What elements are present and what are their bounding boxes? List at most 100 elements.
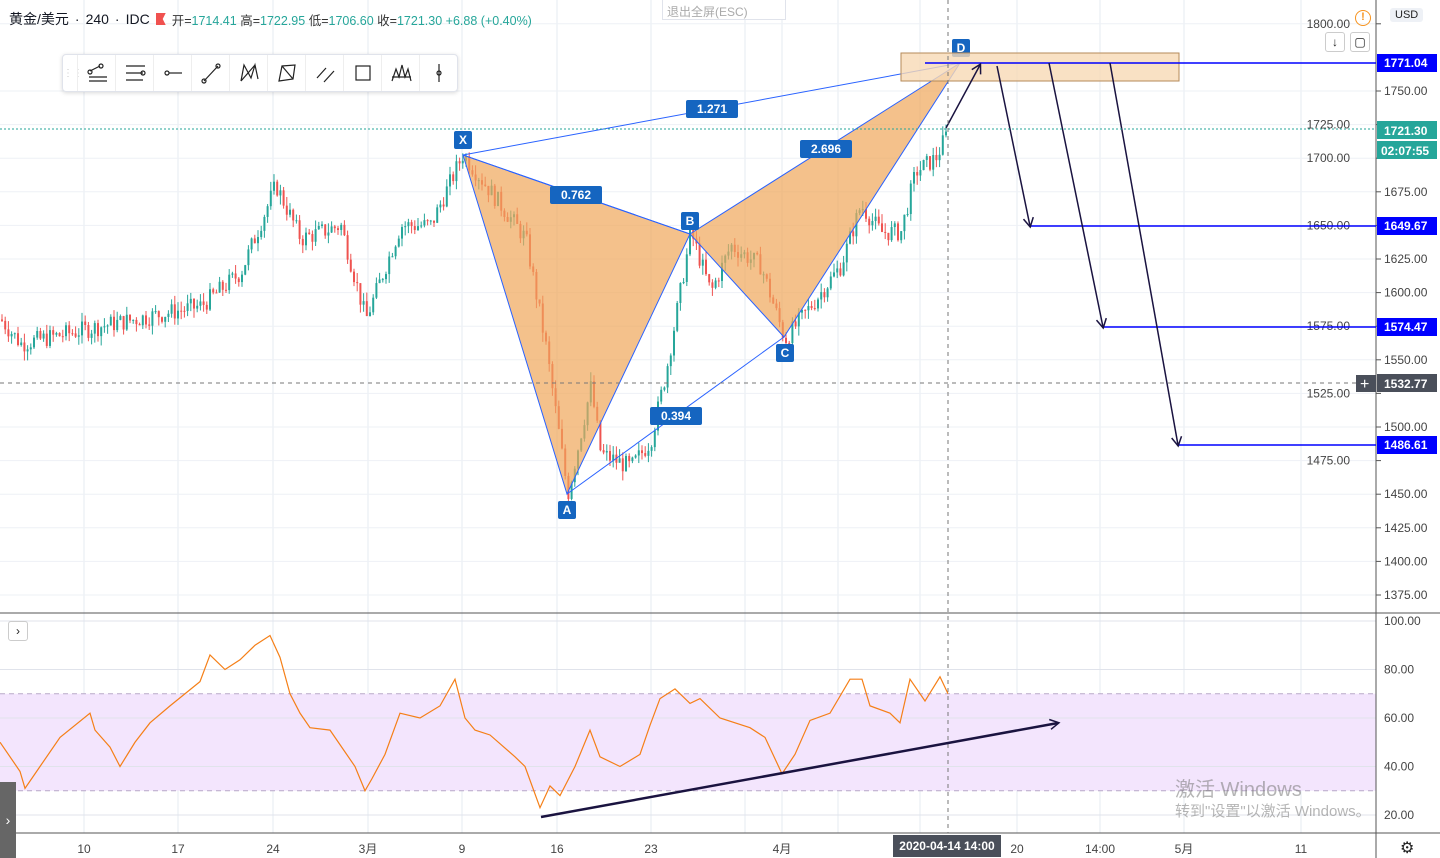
candle-body	[221, 281, 224, 290]
currency-badge[interactable]: USD	[1390, 8, 1424, 22]
symbol-name[interactable]: 黄金/美元	[9, 11, 69, 27]
candle-body	[231, 273, 234, 275]
fullscreen-icon[interactable]: ▢	[1350, 32, 1370, 52]
projection-arrow	[1048, 62, 1108, 330]
candle-body	[938, 154, 941, 161]
candle-body	[49, 330, 51, 346]
candle-body	[10, 333, 13, 337]
elliott-wave-icon[interactable]	[381, 55, 419, 91]
candle-body	[401, 227, 403, 239]
candle-body	[173, 304, 176, 319]
drag-handle-icon[interactable]: ⋮⋮	[63, 67, 83, 79]
rsi-band	[0, 693, 1376, 791]
exit-fullscreen-button[interactable]: 退出全屏(ESC)	[662, 0, 786, 20]
price-axis-label: 1425.00	[1384, 521, 1428, 535]
arrow-down-icon[interactable]: ↓	[1325, 32, 1345, 52]
interval: 240	[85, 11, 109, 27]
rsi-axis-label: 60.00	[1384, 711, 1414, 725]
candle-body	[388, 256, 391, 275]
candle-body	[644, 453, 647, 456]
time-axis-label: 17	[171, 842, 185, 856]
candle-body	[884, 231, 887, 233]
side-panel-toggle[interactable]: ›	[0, 782, 16, 858]
target-price-label: 1486.61	[1384, 438, 1428, 452]
drawing-toolbar: ⋮⋮	[62, 54, 458, 92]
watermark-title: 激活 Windows	[1175, 779, 1302, 801]
candle-body	[196, 305, 199, 309]
candle-body	[906, 214, 909, 216]
candle-body	[797, 312, 800, 327]
candle-body	[167, 313, 170, 317]
expand-indicator-button[interactable]: ›	[8, 621, 28, 641]
ratio-bd-bg	[800, 140, 852, 158]
candle-body	[148, 324, 151, 326]
rsi-axis-label: 40.00	[1384, 760, 1414, 774]
candle-body	[177, 310, 179, 319]
candle-body	[317, 226, 320, 230]
candle-body	[42, 333, 45, 339]
candle-body	[641, 450, 643, 454]
price-axis-label: 1575.00	[1307, 319, 1351, 333]
candle-body	[61, 336, 64, 338]
warning-icon[interactable]: !	[1355, 10, 1371, 26]
trend-line-icon[interactable]	[191, 55, 229, 91]
candle-body	[788, 342, 791, 344]
candle-body	[714, 280, 717, 288]
time-axis-label: 3月	[359, 842, 378, 856]
ratio-ac-bg	[650, 407, 702, 425]
symbol-legend: 黄金/美元 · 240 · IDC 开=1714.41 高=1722.95 低=17…	[9, 11, 532, 28]
candle-body	[215, 292, 218, 294]
candle-body	[305, 232, 307, 246]
settings-icon[interactable]: ⚙	[1400, 840, 1415, 857]
candle-body	[346, 235, 349, 260]
candle-body	[145, 315, 147, 325]
candle-body	[68, 325, 71, 334]
candle-body	[58, 333, 61, 337]
point-label-c-bg	[776, 344, 794, 362]
point-label-x: X	[459, 133, 467, 147]
price-axis-label: 1700.00	[1307, 151, 1351, 165]
trend-angle-icon[interactable]	[77, 55, 115, 91]
candle-body	[161, 317, 163, 322]
candle-body	[826, 288, 829, 298]
xabcd-pattern-icon[interactable]	[229, 55, 267, 91]
candle-body	[935, 154, 938, 161]
candle-body	[285, 205, 288, 215]
candle-body	[609, 451, 611, 461]
crosshair-price-label: 1532.77	[1384, 377, 1428, 391]
candle-body	[413, 226, 416, 231]
rectangle-icon[interactable]	[343, 55, 381, 91]
candle-body	[669, 355, 672, 367]
candle-body	[90, 333, 93, 338]
candle-body	[698, 243, 701, 266]
candle-body	[225, 289, 227, 291]
candle-body	[628, 455, 631, 462]
candle-body	[100, 327, 103, 337]
candle-body	[241, 274, 243, 283]
abcd-pattern-icon[interactable]	[267, 55, 305, 91]
flag-icon[interactable]	[155, 13, 166, 25]
candle-body	[180, 310, 183, 312]
candle-body	[138, 324, 141, 326]
candle-body	[429, 220, 432, 222]
ratio-xd-bg	[686, 100, 738, 118]
candle-body	[298, 220, 301, 239]
candle-body	[945, 131, 947, 136]
candle-body	[941, 135, 944, 155]
parallel-line-icon[interactable]	[305, 55, 343, 91]
horizontal-lines-icon[interactable]	[115, 55, 153, 91]
candle-body	[849, 231, 851, 244]
horizontal-ray-icon[interactable]	[153, 55, 191, 91]
data-source: IDC	[125, 11, 150, 27]
candle-body	[845, 243, 848, 263]
price-axis-label: 1450.00	[1384, 487, 1428, 501]
candle-body	[340, 224, 343, 231]
vertical-line-icon[interactable]	[419, 55, 457, 91]
candle-body	[433, 220, 435, 223]
ratio-ac: 0.394	[661, 409, 691, 423]
point-label-b: B	[686, 214, 695, 228]
candle-body	[369, 312, 371, 317]
candle-body	[676, 302, 679, 331]
candle-body	[157, 311, 160, 318]
